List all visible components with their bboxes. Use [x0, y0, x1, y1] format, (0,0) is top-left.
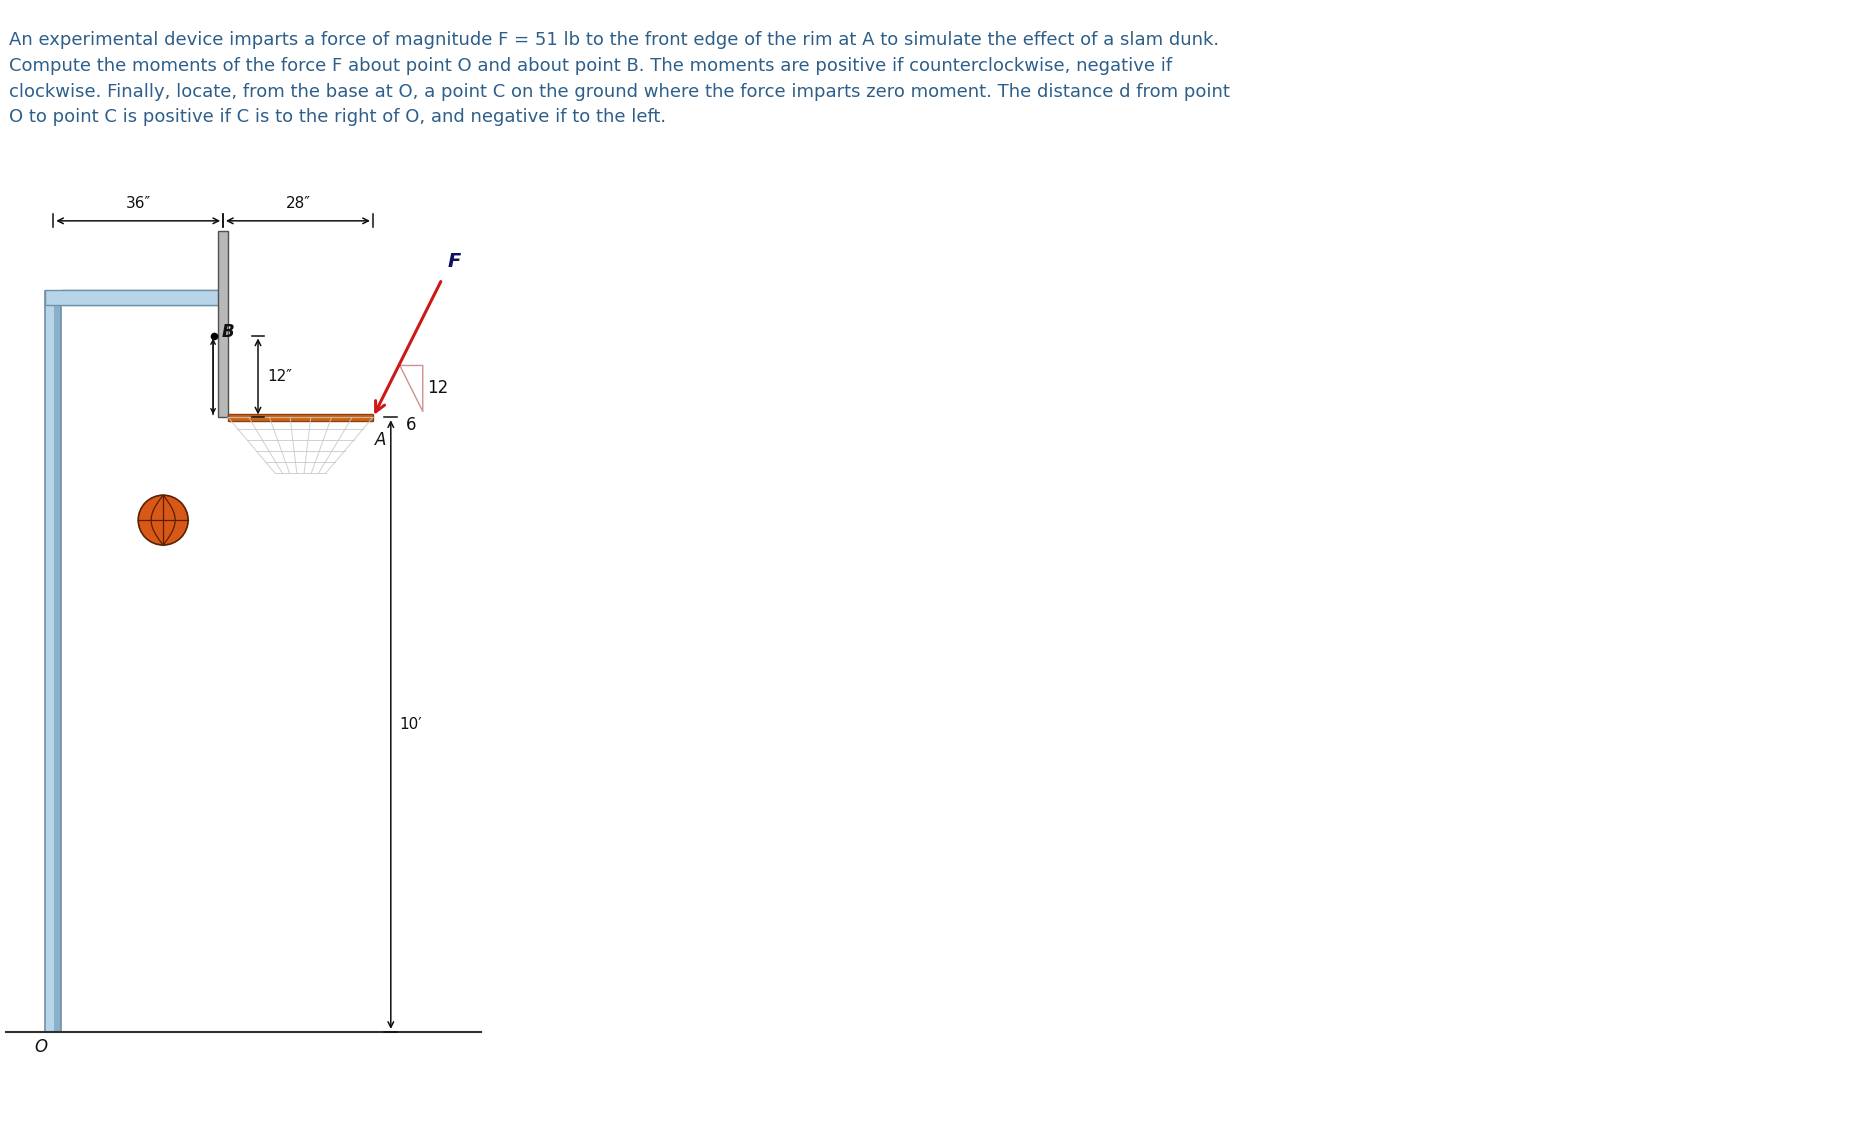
Bar [54, 290, 62, 1032]
Text: 12″: 12″ [267, 369, 293, 384]
Text: 10′: 10′ [399, 717, 423, 732]
Text: F: F [447, 252, 460, 271]
Bar [218, 231, 227, 417]
Bar [45, 290, 224, 305]
Text: O: O [34, 1038, 47, 1056]
Text: 36″: 36″ [125, 196, 151, 210]
Text: An experimental device imparts a force of magnitude F = 51 lb to the front edge : An experimental device imparts a force o… [9, 32, 1230, 126]
Circle shape [138, 495, 188, 544]
Text: B: B [222, 323, 235, 341]
Bar [45, 290, 54, 1032]
Text: A: A [375, 431, 386, 449]
Bar [62, 290, 224, 305]
Bar [45, 290, 62, 1032]
Text: 6: 6 [406, 416, 416, 434]
Text: 12: 12 [427, 379, 447, 397]
Text: 28″: 28″ [285, 196, 309, 210]
Bar [227, 414, 373, 421]
